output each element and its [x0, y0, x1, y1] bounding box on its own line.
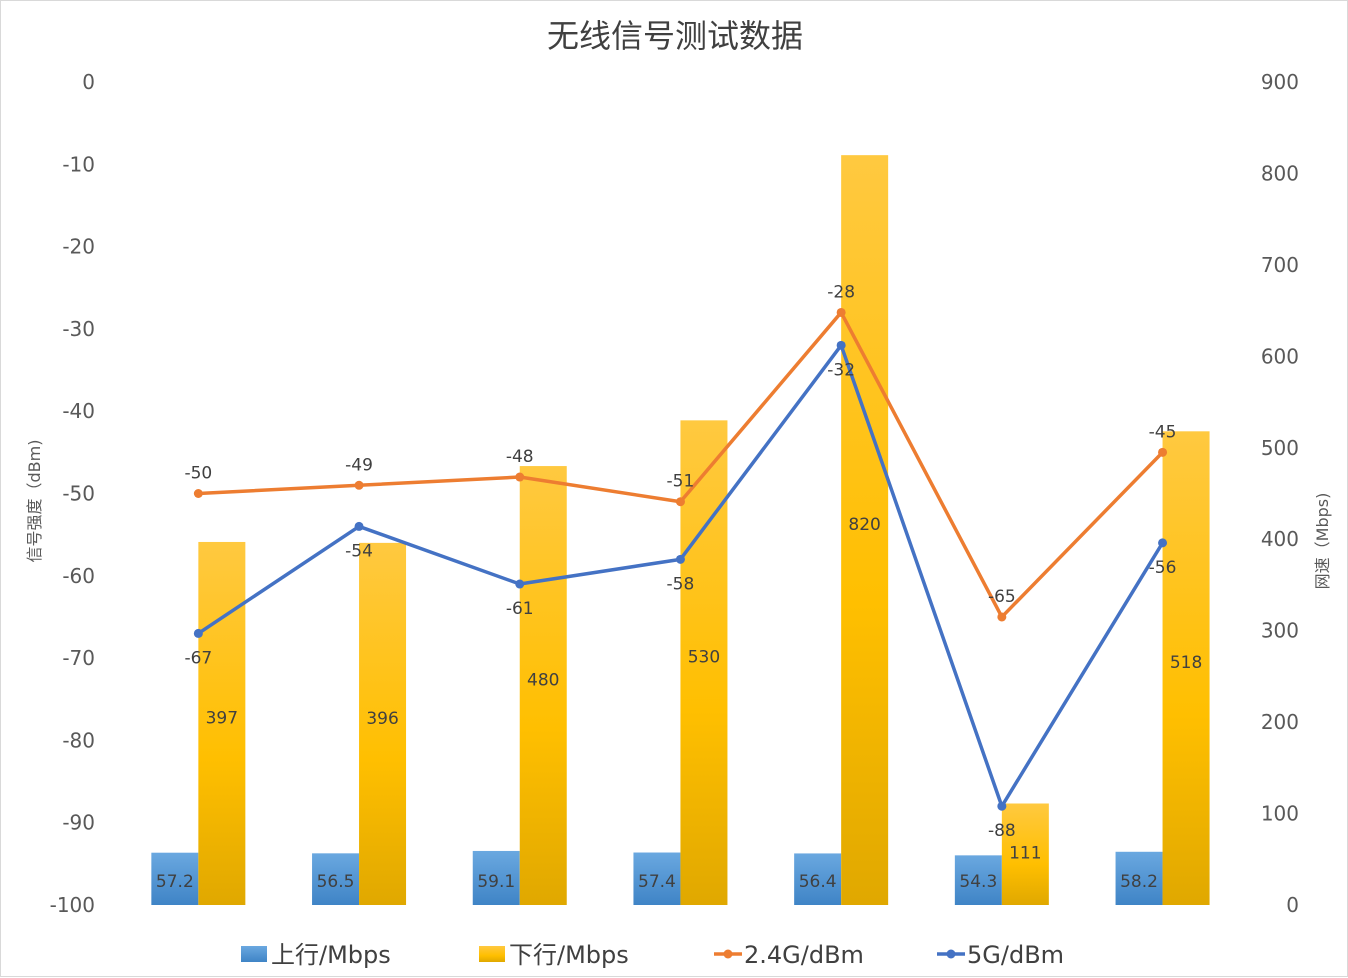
label-2-4g: -48 [506, 447, 534, 467]
left-tick-label: -20 [62, 235, 95, 259]
upload-bar [472, 850, 520, 905]
label-2-4g: -65 [988, 587, 1016, 607]
left-tick-label: -40 [62, 399, 95, 423]
upload-bar [151, 852, 199, 905]
left-axis-ticks: 0 -10 -20 -30 -40 -50 -60 -70 -80 -90 -100 [50, 70, 95, 917]
left-tick-label: -100 [50, 893, 95, 917]
download-bar-label: 820 [848, 515, 880, 535]
point-5g [836, 340, 846, 350]
legend: 上行/Mbps 下行/Mbps 2.4G/dBm 5G/dBm [241, 941, 1064, 969]
point-5g [193, 628, 203, 638]
point-2-4g [836, 307, 846, 317]
upload-bar [794, 853, 842, 905]
point-5g [997, 801, 1007, 811]
download-bar [1162, 431, 1210, 905]
point-5g [515, 579, 525, 589]
line-series [193, 307, 1168, 811]
label-2-4g: -51 [667, 472, 695, 492]
download-bar-label: 396 [366, 709, 398, 729]
upload-bar-label: 59.1 [477, 872, 515, 892]
legend-swatch-marker [723, 949, 733, 959]
right-tick-label: 700 [1261, 253, 1299, 277]
point-2-4g [354, 480, 364, 490]
right-tick-label: 300 [1261, 619, 1299, 643]
label-5g: -67 [184, 648, 212, 668]
point-2-4g [193, 489, 203, 498]
label-2-4g: -45 [1149, 422, 1177, 442]
right-tick-label: 800 [1261, 161, 1299, 185]
download-bar-label: 518 [1170, 653, 1202, 673]
upload-bar [633, 852, 681, 905]
point-5g [354, 521, 364, 531]
upload-bar-label: 57.4 [638, 872, 676, 892]
right-tick-label: 600 [1261, 344, 1299, 368]
upload-bar [954, 855, 1002, 905]
label-5g: -88 [988, 821, 1016, 841]
label-5g: -61 [506, 599, 534, 619]
point-2-4g [515, 472, 525, 482]
legend-label: 2.4G/dBm [744, 941, 864, 969]
label-5g: -54 [345, 541, 373, 561]
upload-bar-label: 54.3 [959, 872, 997, 892]
download-bar [841, 155, 889, 906]
label-5g: -58 [667, 574, 695, 594]
left-tick-label: -90 [62, 811, 95, 835]
download-bar-label: 530 [688, 648, 720, 668]
upload-bar [1115, 851, 1163, 905]
point-2-4g [1158, 447, 1168, 457]
left-tick-label: -70 [62, 646, 95, 670]
left-axis-title: 信号强度（dBm) [25, 440, 44, 563]
download-bar [198, 541, 246, 905]
left-tick-label: -30 [62, 317, 95, 341]
right-axis-ticks: 900 800 700 600 500 400 300 200 100 0 [1261, 70, 1299, 917]
right-tick-label: 200 [1261, 710, 1299, 734]
right-tick-label: 400 [1261, 527, 1299, 551]
label-5g: -56 [1149, 558, 1177, 578]
right-tick-label: 900 [1261, 70, 1299, 94]
upload-bar [312, 853, 360, 905]
right-tick-label: 0 [1286, 893, 1299, 917]
left-tick-label: 0 [82, 70, 95, 94]
label-2-4g: -49 [345, 455, 373, 475]
label-2-4g: -50 [184, 464, 212, 484]
left-tick-label: -80 [62, 728, 95, 752]
download-bar [680, 420, 728, 905]
point-2-4g [675, 497, 685, 507]
legend-swatch [241, 946, 267, 962]
right-tick-label: 100 [1261, 802, 1299, 826]
legend-label: 下行/Mbps [509, 941, 629, 969]
download-bar [1001, 803, 1049, 905]
upload-bar-label: 58.2 [1120, 872, 1158, 892]
point-5g [1158, 538, 1168, 548]
upload-bar-label: 57.2 [156, 872, 194, 892]
label-5g: -32 [827, 360, 855, 380]
legend-label: 5G/dBm [967, 941, 1064, 969]
legend-label: 上行/Mbps [271, 941, 391, 969]
download-bar [519, 466, 567, 905]
left-tick-label: -50 [62, 482, 95, 506]
bar-series [151, 155, 1210, 906]
point-2-4g [997, 612, 1007, 622]
label-2-4g: -28 [827, 282, 855, 302]
legend-swatch [479, 946, 505, 962]
left-tick-label: -10 [62, 152, 95, 176]
chart-title: 无线信号测试数据 [547, 17, 803, 55]
left-tick-label: -60 [62, 564, 95, 588]
download-bar-label: 111 [1009, 843, 1041, 863]
download-bar-label: 480 [527, 671, 559, 691]
legend-swatch-marker [946, 949, 956, 959]
upload-bar-label: 56.4 [799, 872, 837, 892]
right-axis-title: 网速（Mbps) [1313, 493, 1332, 590]
download-bar [359, 542, 407, 905]
download-bar-label: 397 [206, 708, 238, 728]
data-labels: 57.2 56.5 59.1 57.4 56.4 54.3 58.2 397 396 480 530… [156, 282, 1202, 892]
right-tick-label: 500 [1261, 436, 1299, 460]
point-5g [675, 554, 685, 564]
upload-bar-label: 56.5 [317, 872, 355, 892]
